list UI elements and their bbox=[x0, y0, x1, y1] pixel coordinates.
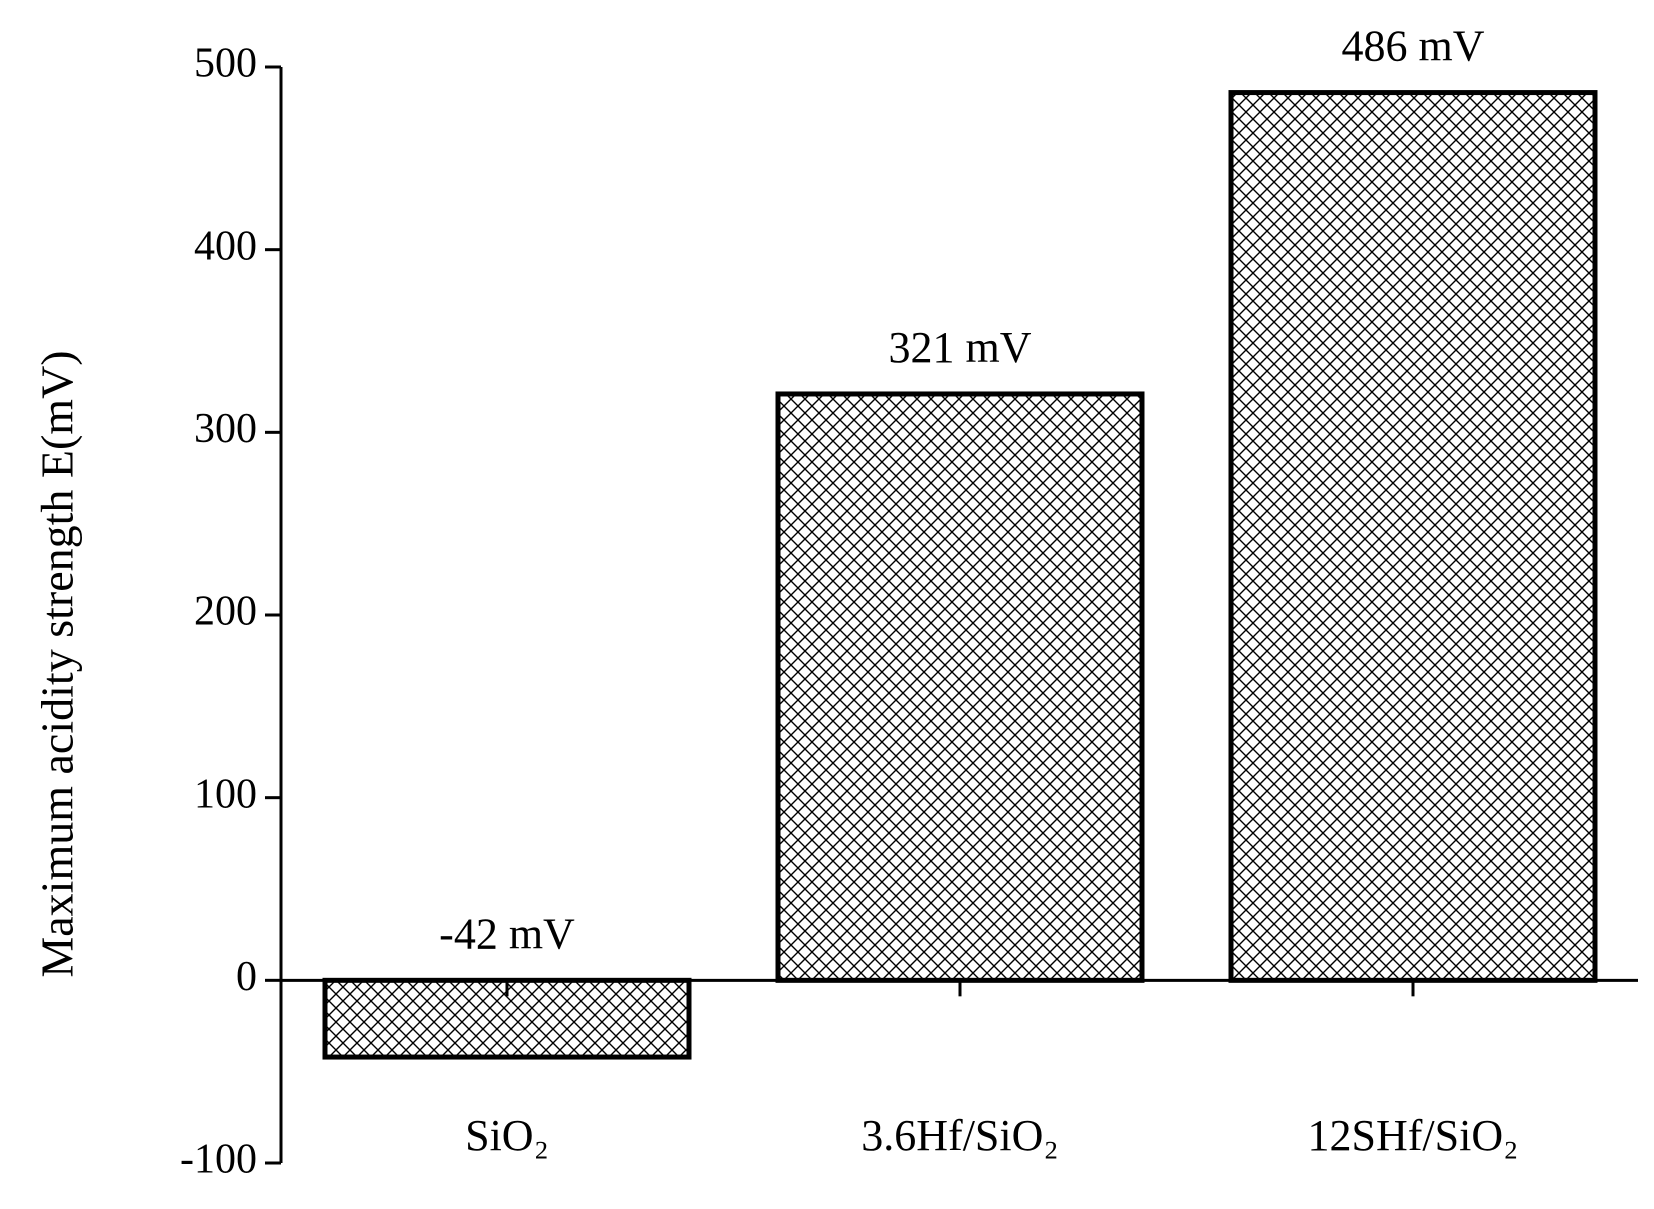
bar bbox=[775, 391, 1145, 983]
x-tick-label: SiO₂ bbox=[465, 1111, 549, 1160]
value-label: 321 mV bbox=[889, 323, 1032, 372]
y-tick-label: -100 bbox=[180, 1137, 257, 1183]
y-tick-label: 400 bbox=[194, 223, 257, 269]
x-tick-label: 12SHf/SiO₂ bbox=[1308, 1111, 1519, 1160]
y-tick-label: 100 bbox=[194, 771, 257, 817]
value-label: 486 mV bbox=[1342, 22, 1485, 71]
y-tick-label: 300 bbox=[194, 406, 257, 452]
bar bbox=[1228, 90, 1598, 983]
y-tick-label: 500 bbox=[194, 41, 257, 87]
value-label: -42 mV bbox=[439, 909, 575, 958]
x-tick-label: 3.6Hf/SiO₂ bbox=[861, 1111, 1058, 1160]
y-axis-label: Maximum acidity strength E(mV) bbox=[32, 350, 83, 977]
y-tick-label: 200 bbox=[194, 589, 257, 635]
y-tick-label: 0 bbox=[236, 954, 257, 1000]
